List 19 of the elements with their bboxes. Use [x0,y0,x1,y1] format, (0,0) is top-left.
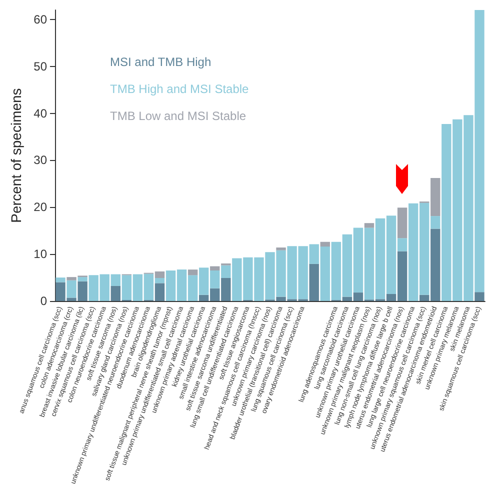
bar [364,223,374,228]
text: TMB Low and MSI Stable [110,109,246,123]
y-tick-label: 10 [34,247,48,262]
text: TMB High and MSI Stable [110,82,250,96]
bar [276,247,286,250]
y-tick-label: 30 [34,153,48,168]
y-tick-label: 40 [34,106,48,120]
bar [210,266,220,270]
bar [397,208,408,238]
y-axis-title: Percent of specimens [8,88,24,223]
y-tick-label: 20 [34,200,48,214]
bar [474,292,484,301]
y-tick-label: 60 [34,12,48,26]
bar [320,242,330,247]
bar [66,277,76,280]
y-tick-label: 0 [40,294,48,308]
text: MSI and TMB High [110,55,212,69]
y-tick-label: 50 [34,59,48,74]
bar [188,270,198,276]
